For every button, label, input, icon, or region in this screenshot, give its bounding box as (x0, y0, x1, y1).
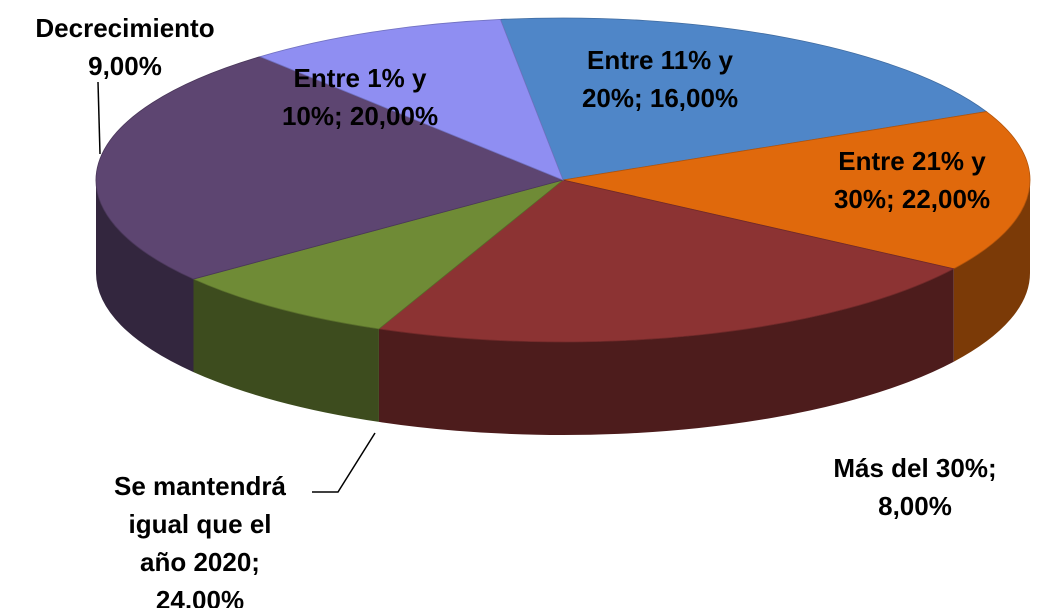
label-line: Decrecimiento (35, 13, 214, 43)
slice-side (96, 180, 194, 373)
data-label-value: 24,00% (156, 585, 244, 608)
data-label-value: 8,00% (878, 491, 952, 521)
slice-side (953, 180, 1030, 362)
label-line: Entre 11% y (587, 45, 740, 75)
label-line: Se mantendrá (114, 471, 293, 501)
slice-side (193, 279, 379, 422)
slice (95, 56, 565, 280)
label-line: Entre 21% y (838, 146, 993, 176)
label-line: Más del 30%; (833, 453, 996, 483)
leader-line (312, 432, 376, 493)
slice (499, 17, 988, 181)
slice-side (378, 268, 954, 435)
data-label-category: Entre 11% y 20%; (582, 45, 740, 113)
slice (562, 111, 1031, 270)
leader-line (97, 81, 101, 155)
slice (378, 179, 955, 343)
data-label-value: 22,00% (902, 184, 990, 214)
data-label-value: 9,00% (88, 51, 162, 81)
data-label-value: 16,00% (650, 83, 738, 113)
data-label-category: Se mantendrá igual que el año 2020; (114, 471, 293, 577)
data-label-value: 20,00% (350, 101, 438, 131)
data-label-category: Entre 21% y 30%; (834, 146, 993, 214)
label-line: igual que el (128, 509, 278, 539)
data-label-category: Entre 1% y 10%; (282, 63, 434, 131)
label-line: 20%; (582, 83, 643, 113)
label-line: año 2020; (140, 547, 260, 577)
data-label-category: Más del 30%; (833, 453, 996, 483)
label-line: 30%; (834, 184, 895, 214)
data-label-category: Decrecimiento (35, 13, 214, 43)
slice (192, 179, 564, 330)
label-line: Entre 1% y (294, 63, 434, 93)
label-line: 10%; (282, 101, 343, 131)
slice (258, 19, 564, 181)
